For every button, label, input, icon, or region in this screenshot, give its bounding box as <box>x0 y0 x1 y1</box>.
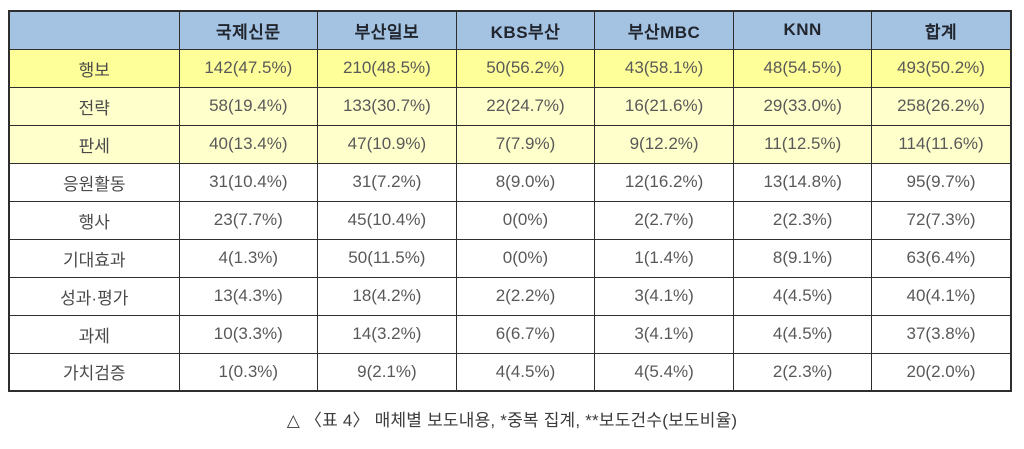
value-cell: 72(7.3%) <box>871 200 1012 240</box>
value-cell: 13(4.3%) <box>178 276 319 316</box>
value-cell: 29(33.0%) <box>732 86 873 126</box>
row-label: 가치검증 <box>8 352 180 392</box>
table-caption: △ 〈표 4〉 매체별 보도내용, *중복 집계, **보도건수(보도비율) <box>286 411 738 430</box>
value-cell: 0(0%) <box>455 238 596 278</box>
value-cell: 18(4.2%) <box>317 276 457 316</box>
table-row: 행사 23(7.7%) 45(10.4%) 0(0%) 2(2.7%) 2(2.3%) 72… <box>8 200 1012 240</box>
value-cell: 50(56.2%) <box>455 48 596 88</box>
column-header: 부산MBC <box>594 10 734 50</box>
value-cell: 4(1.3%) <box>178 238 319 278</box>
value-cell: 2(2.3%) <box>732 352 873 392</box>
value-cell: 20(2.0%) <box>871 352 1012 392</box>
value-cell: 16(21.6%) <box>594 86 734 126</box>
value-cell: 10(3.3%) <box>178 314 319 354</box>
value-cell: 258(26.2%) <box>871 86 1012 126</box>
value-cell: 63(6.4%) <box>871 238 1012 278</box>
value-cell: 210(48.5%) <box>317 48 457 88</box>
row-label: 판세 <box>8 124 180 164</box>
corner-header-cell <box>8 10 180 50</box>
column-header: 부산일보 <box>317 10 457 50</box>
row-label: 과제 <box>8 314 180 354</box>
value-cell: 11(12.5%) <box>732 124 873 164</box>
value-cell: 22(24.7%) <box>455 86 596 126</box>
column-header: KNN <box>732 10 873 50</box>
value-cell: 2(2.7%) <box>594 200 734 240</box>
value-cell: 48(54.5%) <box>732 48 873 88</box>
value-cell: 4(4.5%) <box>732 276 873 316</box>
value-cell: 31(7.2%) <box>317 162 457 202</box>
row-label: 응원활동 <box>8 162 180 202</box>
value-cell: 47(10.9%) <box>317 124 457 164</box>
column-header: KBS부산 <box>455 10 596 50</box>
value-cell: 50(11.5%) <box>317 238 457 278</box>
table-row: 행보 142(47.5%) 210(48.5%) 50(56.2%) 43(58.1%)… <box>8 48 1012 88</box>
value-cell: 2(2.3%) <box>732 200 873 240</box>
value-cell: 40(13.4%) <box>178 124 319 164</box>
value-cell: 23(7.7%) <box>178 200 319 240</box>
value-cell: 4(4.5%) <box>732 314 873 354</box>
row-label: 행사 <box>8 200 180 240</box>
column-header: 합계 <box>871 10 1012 50</box>
header-row: 국제신문 부산일보 KBS부산 부산MBC KNN 합계 <box>8 10 1012 50</box>
value-cell: 0(0%) <box>455 200 596 240</box>
row-label: 기대효과 <box>8 238 180 278</box>
value-cell: 43(58.1%) <box>594 48 734 88</box>
value-cell: 9(12.2%) <box>594 124 734 164</box>
value-cell: 12(16.2%) <box>594 162 734 202</box>
table-row: 전략 58(19.4%) 133(30.7%) 22(24.7%) 16(21.6%) 2… <box>8 86 1012 126</box>
value-cell: 4(5.4%) <box>594 352 734 392</box>
value-cell: 4(4.5%) <box>455 352 596 392</box>
value-cell: 45(10.4%) <box>317 200 457 240</box>
table-row: 성과·평가 13(4.3%) 18(4.2%) 2(2.2%) 3(4.1%) 4(4.5… <box>8 276 1012 316</box>
table-row: 판세 40(13.4%) 47(10.9%) 7(7.9%) 9(12.2%) 11(12… <box>8 124 1012 164</box>
media-report-table: 국제신문 부산일보 KBS부산 부산MBC KNN 합계 행보 142(47.5%) 210(… <box>8 10 1012 392</box>
table-body: 행보 142(47.5%) 210(48.5%) 50(56.2%) 43(58.1%)… <box>8 48 1012 392</box>
value-cell: 3(4.1%) <box>594 314 734 354</box>
table-row: 기대효과 4(1.3%) 50(11.5%) 0(0%) 1(1.4%) 8(9.1%) 6… <box>8 238 1012 278</box>
value-cell: 8(9.0%) <box>455 162 596 202</box>
value-cell: 58(19.4%) <box>178 86 319 126</box>
value-cell: 3(4.1%) <box>594 276 734 316</box>
value-cell: 1(0.3%) <box>178 352 319 392</box>
row-label: 행보 <box>8 48 180 88</box>
table-row: 과제 10(3.3%) 14(3.2%) 6(6.7%) 3(4.1%) 4(4.5%) 3… <box>8 314 1012 354</box>
value-cell: 37(3.8%) <box>871 314 1012 354</box>
table-row: 응원활동 31(10.4%) 31(7.2%) 8(9.0%) 12(16.2%) 13(… <box>8 162 1012 202</box>
value-cell: 493(50.2%) <box>871 48 1012 88</box>
value-cell: 14(3.2%) <box>317 314 457 354</box>
row-label: 성과·평가 <box>8 276 180 316</box>
value-cell: 13(14.8%) <box>732 162 873 202</box>
value-cell: 95(9.7%) <box>871 162 1012 202</box>
table-header: 국제신문 부산일보 KBS부산 부산MBC KNN 합계 <box>8 10 1012 50</box>
value-cell: 7(7.9%) <box>455 124 596 164</box>
value-cell: 133(30.7%) <box>317 86 457 126</box>
value-cell: 9(2.1%) <box>317 352 457 392</box>
value-cell: 2(2.2%) <box>455 276 596 316</box>
column-header: 국제신문 <box>178 10 319 50</box>
row-label: 전략 <box>8 86 180 126</box>
value-cell: 6(6.7%) <box>455 314 596 354</box>
value-cell: 142(47.5%) <box>178 48 319 88</box>
value-cell: 31(10.4%) <box>178 162 319 202</box>
value-cell: 40(4.1%) <box>871 276 1012 316</box>
value-cell: 8(9.1%) <box>732 238 873 278</box>
table-row: 가치검증 1(0.3%) 9(2.1%) 4(4.5%) 4(5.4%) 2(2.3%) 2… <box>8 352 1012 392</box>
value-cell: 114(11.6%) <box>871 124 1012 164</box>
value-cell: 1(1.4%) <box>594 238 734 278</box>
